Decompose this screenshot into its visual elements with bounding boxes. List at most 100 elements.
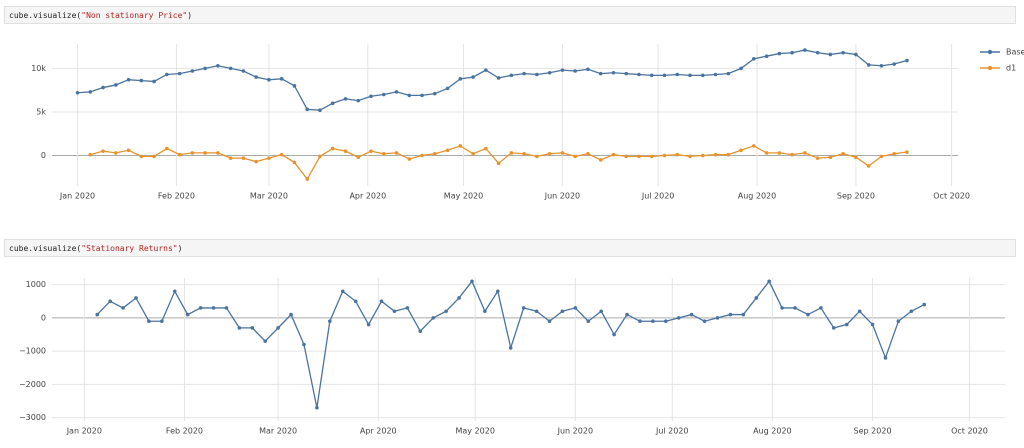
point — [433, 151, 437, 156]
code: ) — [187, 11, 193, 20]
point — [75, 90, 80, 95]
point — [841, 50, 845, 55]
series-line — [96, 280, 925, 408]
point — [662, 73, 667, 78]
point — [509, 73, 514, 78]
point — [160, 319, 164, 324]
point — [728, 312, 733, 317]
x-tick-label: Mar 2020 — [250, 192, 288, 201]
point — [216, 151, 220, 155]
point — [471, 151, 475, 156]
legend-marker — [987, 49, 993, 55]
point — [152, 79, 156, 84]
point — [649, 154, 654, 159]
point — [366, 322, 371, 327]
point — [101, 85, 105, 90]
point — [305, 107, 310, 112]
point — [177, 152, 182, 157]
point — [496, 289, 500, 294]
point — [854, 52, 858, 57]
point — [866, 63, 871, 67]
x-tick-label: Apr 2020 — [360, 427, 397, 436]
point — [713, 152, 718, 157]
point — [343, 149, 348, 153]
point — [522, 151, 526, 156]
y-tick-label: 10k — [31, 64, 46, 73]
point — [484, 68, 488, 72]
point — [88, 152, 93, 157]
point — [586, 151, 590, 156]
y-tick-label: −1000 — [19, 347, 46, 356]
x-tick-label: Mar 2020 — [259, 427, 297, 436]
point — [815, 156, 820, 160]
point — [224, 306, 229, 310]
x-tick-label: Aug 2020 — [738, 192, 777, 201]
x-tick-label: Oct 2020 — [933, 192, 970, 201]
point — [739, 66, 743, 71]
point — [211, 306, 216, 310]
code: cube.visualize( — [9, 244, 82, 253]
point — [330, 101, 335, 106]
point — [521, 306, 526, 310]
point — [496, 76, 501, 80]
point — [767, 279, 771, 284]
point — [598, 158, 603, 162]
point — [547, 319, 552, 324]
point — [228, 66, 233, 71]
point — [203, 151, 207, 155]
point — [649, 73, 654, 78]
point — [418, 329, 423, 334]
point — [108, 299, 112, 304]
point — [883, 356, 888, 360]
point — [139, 154, 144, 159]
point — [445, 86, 450, 91]
point — [276, 326, 280, 330]
point — [471, 75, 475, 79]
point — [369, 149, 373, 153]
point — [547, 70, 552, 75]
point — [638, 319, 642, 324]
point — [114, 151, 118, 155]
y-tick-label: −3000 — [19, 413, 46, 422]
point — [739, 148, 743, 153]
point — [458, 144, 463, 148]
point — [318, 154, 322, 159]
point — [254, 75, 258, 79]
point — [407, 93, 412, 98]
point — [764, 54, 769, 58]
point — [892, 62, 896, 66]
point — [702, 319, 707, 324]
code-cell[interactable]: cube.visualize("Stationary Returns") — [4, 239, 1016, 257]
x-tick-label: Jul 2020 — [655, 427, 689, 436]
point — [599, 309, 603, 314]
x-tick-label: May 2020 — [455, 427, 494, 436]
point — [612, 332, 616, 337]
point — [152, 154, 156, 159]
x-tick-label: Jun 2020 — [544, 192, 580, 201]
x-tick-label: Apr 2020 — [349, 192, 386, 201]
point — [470, 279, 474, 284]
point — [457, 296, 461, 300]
point — [700, 153, 705, 158]
point — [279, 152, 284, 157]
point — [819, 306, 823, 310]
point — [892, 151, 896, 156]
point — [114, 83, 118, 87]
point — [126, 148, 131, 153]
point — [328, 319, 332, 324]
point — [803, 48, 807, 52]
y-tick-label: 0 — [41, 151, 46, 160]
point — [121, 306, 125, 310]
x-tick-label: Jan 2020 — [59, 192, 95, 201]
point — [88, 90, 93, 94]
point — [263, 339, 268, 343]
point — [343, 97, 348, 101]
point — [777, 151, 782, 155]
code-cell[interactable]: cube.visualize("Non stationary Price") — [4, 6, 1016, 24]
y-tick-label: −2000 — [19, 380, 46, 389]
point — [203, 66, 207, 71]
point — [522, 71, 526, 76]
point — [828, 52, 833, 57]
point — [905, 150, 909, 154]
point — [165, 72, 169, 77]
